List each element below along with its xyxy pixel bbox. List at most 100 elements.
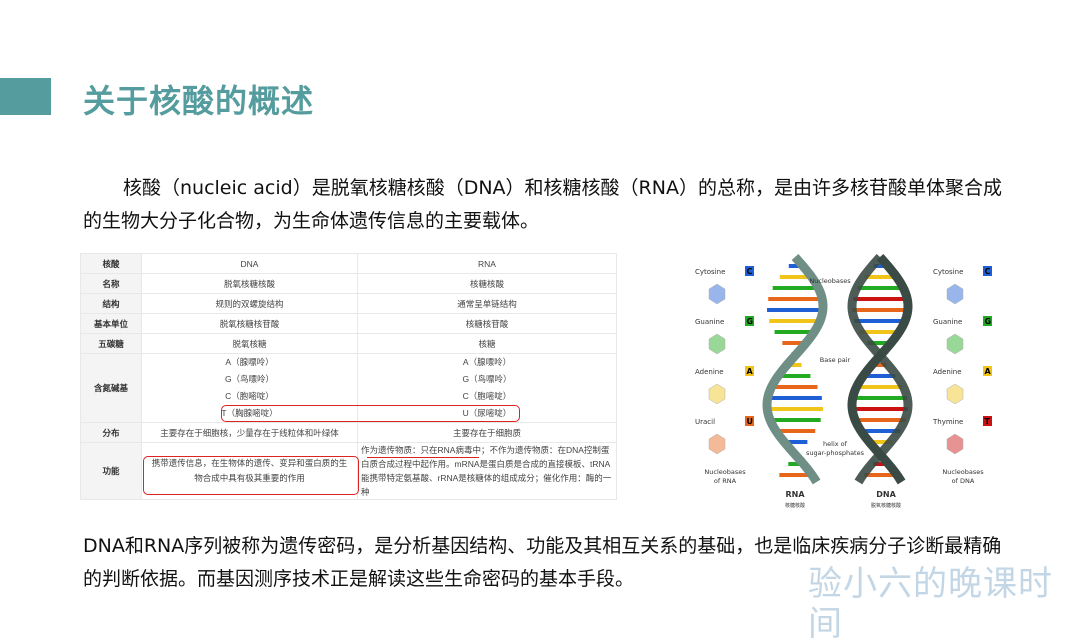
dna-helix-base-rung bbox=[867, 440, 893, 444]
dna-helix-base-rung bbox=[853, 396, 907, 400]
rna-helix-backbone bbox=[762, 254, 828, 485]
rna-helix-base-rung bbox=[774, 330, 816, 334]
label-rna_caption1: Nucleobases bbox=[704, 468, 746, 476]
base-letter: G bbox=[747, 317, 754, 326]
label-base_pair: Base pair bbox=[820, 356, 851, 364]
rna-helix-base-rung bbox=[772, 385, 818, 389]
dna-helix-base-rung bbox=[873, 264, 887, 268]
rna-helix-base-rung bbox=[769, 319, 821, 323]
base-letter-badge bbox=[745, 416, 754, 426]
dna-helix-base-rung bbox=[852, 308, 908, 312]
rna-helix-base-rung bbox=[772, 286, 818, 290]
base-item: U（尿嘧啶） bbox=[462, 408, 512, 418]
rna-helix-base-rung bbox=[767, 308, 823, 312]
row-label: 五碳糖 bbox=[80, 333, 142, 354]
dna-cell: 脱氧核糖核酸 bbox=[141, 273, 358, 294]
rna-cell: 核糖 bbox=[357, 333, 617, 354]
rna-helix-base-rung bbox=[779, 374, 811, 378]
dna-rna-comparison-table: 核酸 DNA RNA 名称 脱氧核糖核酸 核糖核酸 结构 规则的双螺旋结构 通常呈单链结构 基本单… bbox=[80, 253, 617, 500]
base-item: G（鸟嘌呤） bbox=[224, 374, 275, 384]
base-letter: C bbox=[985, 267, 991, 276]
rna-helix-base-rung bbox=[779, 473, 811, 477]
row-label: 功能 bbox=[80, 442, 142, 500]
rna-helix-base-rung bbox=[779, 275, 811, 279]
molecule-icon bbox=[708, 433, 726, 455]
base-item: T（胸腺嘧啶） bbox=[221, 408, 278, 418]
row-label: 基本单位 bbox=[80, 313, 142, 334]
table-row: 名称 脱氧核糖核酸 核糖核酸 bbox=[80, 273, 617, 294]
rna-helix-base-rung bbox=[768, 396, 822, 400]
base-name: Thymine bbox=[932, 418, 963, 426]
base-letter: U bbox=[747, 417, 754, 426]
dna-helix-base-rung bbox=[852, 407, 908, 411]
row-label: 含氮碱基 bbox=[80, 353, 142, 423]
table-row: 五碳糖 脱氧核糖 核糖 bbox=[80, 333, 617, 354]
row-label: 分布 bbox=[80, 422, 142, 443]
table-row: 功能 携带遗传信息，在生物体的遗传、变异和蛋白质的生物合成中具有极其重要的作用 作为… bbox=[80, 442, 617, 500]
label-dna: DNA bbox=[876, 490, 896, 499]
rna-helix-base-rung bbox=[788, 363, 802, 367]
dna-helix-base-rung bbox=[857, 286, 903, 290]
dna-helix-base-rung bbox=[864, 473, 896, 477]
base-letter-badge bbox=[983, 316, 992, 326]
label-rna_cn: 核糖核酸 bbox=[785, 502, 805, 509]
base-item: A（腺嘌呤） bbox=[225, 357, 274, 367]
table-row: 核酸 DNA RNA bbox=[80, 253, 617, 274]
nucleic-acid-diagram: Cytosine C Guanine G Adenine A Uracil U Cytosine… bbox=[695, 254, 992, 509]
label-nucleobases: Nucleobases bbox=[809, 277, 851, 285]
rna-cell: 核糖核苷酸 bbox=[357, 313, 617, 334]
rna-helix-base-rung bbox=[769, 418, 821, 422]
rna-helix-base-rung bbox=[782, 341, 808, 345]
label-rna_caption2: of RNA bbox=[714, 477, 737, 485]
row-label: 名称 bbox=[80, 273, 142, 294]
page-title: 关于核酸的概述 bbox=[83, 82, 315, 120]
dna-cell: 脱氧核糖核苷酸 bbox=[141, 313, 358, 334]
table-row: 结构 规则的双螺旋结构 通常呈单链结构 bbox=[80, 293, 617, 314]
highlight-underline-rna-virus bbox=[367, 457, 479, 458]
dna-helix-base-rung bbox=[873, 363, 887, 367]
base-letter-badge bbox=[983, 416, 992, 426]
highlight-box-dna-function bbox=[143, 456, 359, 495]
molecule-icon bbox=[946, 383, 964, 405]
dna-helix-base-rung bbox=[859, 429, 901, 433]
label-dna_caption1: Nucleobases bbox=[942, 468, 984, 476]
molecule-icon bbox=[946, 283, 964, 305]
base-letter-badge bbox=[745, 266, 754, 276]
dna-bases-cell: A（腺嘌呤） G（鸟嘌呤） C（胞嘧啶） T（胸腺嘧啶） bbox=[141, 353, 358, 423]
base-name: Uracil bbox=[695, 418, 715, 426]
base-name: Adenine bbox=[933, 368, 962, 376]
rna-helix-base-rung bbox=[774, 429, 816, 433]
rna-helix-base-rung bbox=[788, 264, 802, 268]
rna-helix-base-rung bbox=[768, 297, 822, 301]
rna-cell: 主要存在于细胞质 bbox=[357, 422, 617, 443]
label-rna: RNA bbox=[785, 490, 805, 499]
rna-cell: 通常呈单链结构 bbox=[357, 293, 617, 314]
rna-cell: 核糖核酸 bbox=[357, 273, 617, 294]
label-dna_caption2: of DNA bbox=[952, 477, 975, 485]
base-letter: T bbox=[985, 417, 991, 426]
base-name: Guanine bbox=[695, 318, 724, 326]
base-letter-badge bbox=[983, 266, 992, 276]
base-name: Cytosine bbox=[933, 268, 963, 276]
conclusion-paragraph: DNA和RNA序列被称为遗传密码，是分析基因结构、功能及其相互关系的基础，也是临… bbox=[83, 535, 1002, 590]
base-item: A（腺嘌呤） bbox=[462, 357, 512, 367]
molecule-icon bbox=[708, 383, 726, 405]
table-row: 分布 主要存在于细胞核，少量存在于线粒体和叶绿体 主要存在于细胞质 bbox=[80, 422, 617, 443]
base-name: Cytosine bbox=[695, 268, 725, 276]
base-letter-badge bbox=[983, 366, 992, 376]
base-letter-badge bbox=[745, 316, 754, 326]
base-letter: G bbox=[985, 317, 992, 326]
base-letter-badge bbox=[745, 366, 754, 376]
dna-helix-base-rung bbox=[857, 385, 903, 389]
dna-cell: DNA bbox=[141, 253, 358, 274]
dna-cell: 规则的双螺旋结构 bbox=[141, 293, 358, 314]
label-helix2: sugar-phosphates bbox=[806, 449, 865, 457]
dna-helix-base-rung bbox=[853, 297, 907, 301]
rna-cell: RNA bbox=[357, 253, 617, 274]
dna-helix-base-rung bbox=[873, 462, 887, 466]
row-label: 核酸 bbox=[80, 253, 142, 274]
table-row: 含氮碱基 A（腺嘌呤） G（鸟嘌呤） C（胞嘧啶） T（胸腺嘧啶） A（腺嘌呤） G（鸟嘌呤… bbox=[80, 353, 617, 423]
molecule-icon bbox=[708, 333, 726, 355]
rna-helix-base-rung bbox=[782, 440, 808, 444]
watermark: 验小六的晚课时间 bbox=[808, 564, 1053, 644]
